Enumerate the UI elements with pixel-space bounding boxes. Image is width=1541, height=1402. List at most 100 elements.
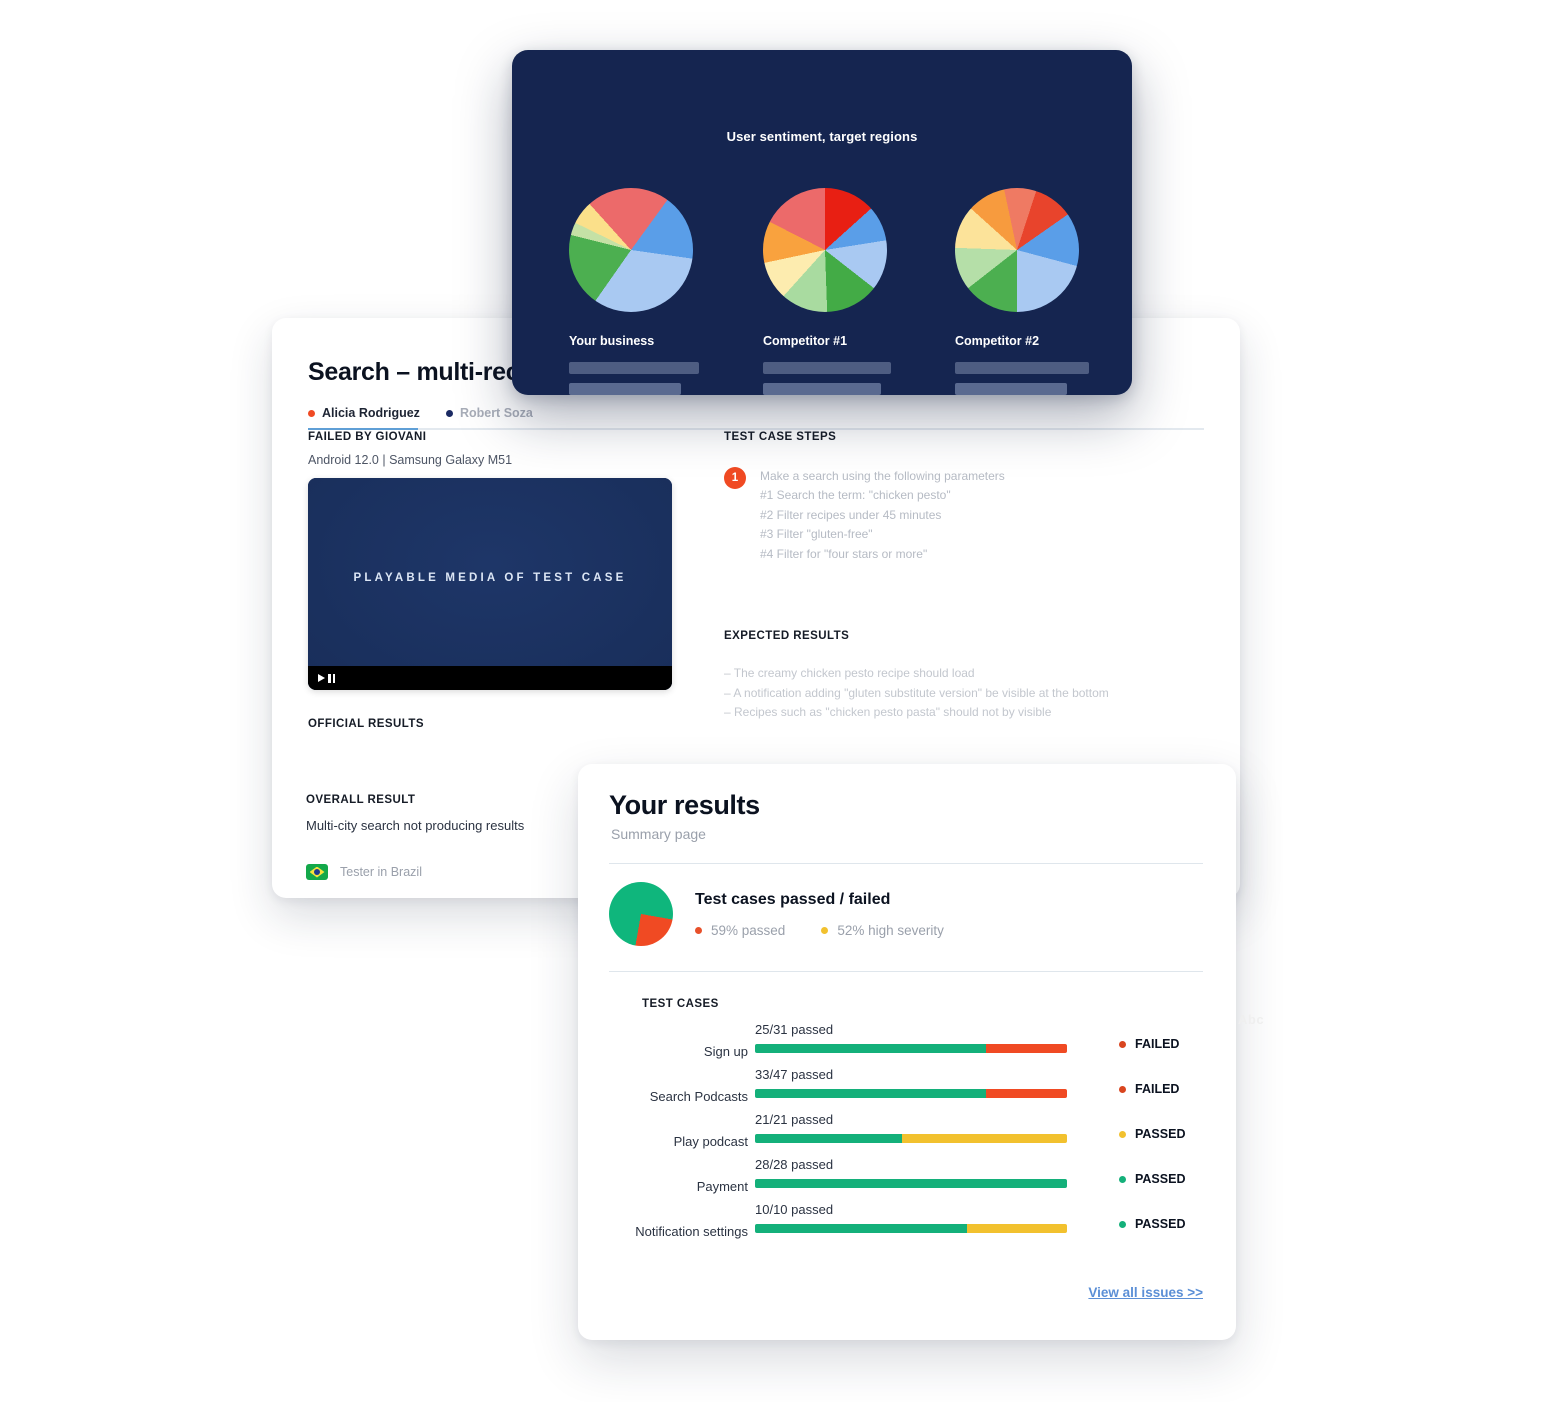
overall-result-section: OVERALL RESULT Multi-city search not pro… [306, 794, 524, 833]
row-name: Notification settings [635, 1224, 748, 1239]
row-name: Search Podcasts [649, 1089, 748, 1104]
step-line: #3 Filter "gluten-free" [760, 527, 873, 542]
divider [609, 971, 1203, 972]
step-lines: Make a search using the following parame… [760, 467, 1005, 564]
status-label: PASSED [1135, 1127, 1186, 1141]
expected-results-label: EXPECTED RESULTS [724, 630, 850, 643]
row-name: Sign up [703, 1044, 748, 1059]
legend-label: 59% passed [711, 922, 786, 938]
legend-item-passed: 59% passed [695, 923, 785, 938]
pie-chart-your-business [569, 188, 693, 312]
pie-column-your-business: Your business [569, 188, 759, 395]
bar-segment-passed [755, 1044, 986, 1053]
table-row[interactable]: 28/28 passed Payment PASSED [609, 1157, 1203, 1202]
row-count: 28/28 passed [755, 1157, 834, 1172]
status-label: FAILED [1135, 1082, 1180, 1096]
summary-heading: Test cases passed / failed [695, 890, 891, 908]
device-meta: Android 12.0 | Samsung Galaxy M51 [308, 453, 513, 467]
tab-label: Alicia Rodriguez [322, 406, 420, 420]
pause-icon[interactable] [328, 673, 335, 683]
tester-location: Tester in Brazil [340, 865, 422, 879]
summary-pie-chart [609, 882, 673, 946]
row-name: Play podcast [673, 1134, 748, 1149]
row-progress-bar [755, 1179, 1067, 1188]
bar-segment-passed [755, 1134, 902, 1143]
step-line: #4 Filter for "four stars or more" [760, 546, 928, 561]
row-count: 25/31 passed [755, 1022, 834, 1037]
table-row[interactable]: 10/10 passed Notification settings PASSE… [609, 1202, 1203, 1247]
media-player[interactable]: PLAYABLE MEDIA OF TEST CASE [308, 478, 672, 690]
test-cases-list: 25/31 passed Sign up FAILED 33/47 passed… [609, 1022, 1203, 1247]
pie-caption: Your business [569, 334, 655, 348]
bar-segment-failed [985, 1044, 1067, 1053]
placeholder-bar [569, 383, 681, 395]
official-results-section: OFFICIAL RESULTS [308, 718, 424, 730]
media-controls-bar[interactable] [308, 666, 672, 690]
tab-status-dot [445, 409, 453, 417]
summary-legend: 59% passed 52% high severity [695, 923, 944, 938]
failed-by-label: FAILED BY GIOVANI [308, 431, 427, 443]
test-case-steps-label: TEST CASE STEPS [724, 431, 837, 443]
step-line: Make a search using the following parame… [760, 469, 1005, 483]
bar-segment-passed [755, 1179, 1067, 1188]
results-subtitle: Summary page [611, 826, 706, 842]
row-count: 10/10 passed [755, 1202, 834, 1217]
tester-tabs: Alicia Rodriguez Robert Soza [308, 406, 533, 420]
analytics-title: User sentiment, target regions [726, 129, 918, 144]
pie-caption: Competitor #1 [763, 334, 848, 348]
status-badge: PASSED [1119, 1127, 1185, 1141]
table-row[interactable]: 21/21 passed Play podcast PASSED [609, 1112, 1203, 1157]
play-icon[interactable] [318, 674, 325, 682]
expected-results-section: EXPECTED RESULTS – The creamy chicken pe… [724, 630, 1204, 722]
expected-line: – Recipes such as "chicken pesto pasta" … [724, 705, 1052, 720]
tab-underline [308, 428, 1204, 430]
overall-result-label: OVERALL RESULT [306, 794, 416, 806]
step-line: #1 Search the term: "chicken pesto" [760, 488, 951, 503]
status-dot [1119, 1220, 1126, 1228]
test-cases-label: TEST CASES [642, 998, 719, 1010]
table-row[interactable]: 33/47 passed Search Podcasts FAILED [609, 1067, 1203, 1112]
step-number-badge: 1 [724, 467, 746, 489]
bar-segment-severity [901, 1134, 1067, 1143]
status-label: FAILED [1135, 1037, 1180, 1051]
test-case-step: 1 Make a search using the following para… [724, 467, 1204, 564]
expected-line: – A notification adding "gluten substitu… [724, 685, 1109, 700]
placeholder-bar [955, 383, 1067, 395]
row-progress-bar [755, 1089, 1067, 1098]
overall-result-text: Multi-city search not producing results [306, 818, 525, 833]
media-placeholder-label: PLAYABLE MEDIA OF TEST CASE [353, 572, 627, 584]
pie-column-competitor-2: Competitor #2 [955, 188, 1132, 395]
expected-line: – The creamy chicken pesto recipe should… [724, 666, 975, 681]
legend-dot [695, 926, 702, 934]
tab-robert-soza[interactable]: Robert Soza [445, 406, 533, 420]
summary-text-block: Test cases passed / failed 59% passed 52… [695, 891, 944, 938]
legend-item-high-severity: 52% high severity [821, 923, 944, 938]
failed-by-section: FAILED BY GIOVANI Android 12.0 | Samsung… [308, 431, 512, 467]
pie-chart-competitor-2 [955, 188, 1079, 312]
pie-column-competitor-1: Competitor #1 [763, 188, 953, 395]
tab-alicia-rodriguez[interactable]: Alicia Rodriguez [308, 406, 420, 420]
legend-dot [821, 926, 829, 934]
status-badge: FAILED [1119, 1037, 1179, 1051]
media-backdrop [308, 478, 672, 690]
table-row[interactable]: 25/31 passed Sign up FAILED [609, 1022, 1203, 1067]
status-dot [1119, 1085, 1126, 1093]
results-summary-card: Your results Summary page Test cases pas… [578, 764, 1236, 1340]
brazil-flag-icon [306, 864, 328, 880]
summary-row: Test cases passed / failed 59% passed 52… [609, 882, 944, 946]
status-badge: FAILED [1119, 1082, 1179, 1096]
detail-right-column: TEST CASE STEPS 1 Make a search using th… [724, 431, 1204, 818]
placeholder-bar [763, 383, 881, 395]
row-progress-bar [755, 1044, 1067, 1053]
bar-segment-passed [755, 1089, 986, 1098]
bar-segment-failed [985, 1089, 1067, 1098]
row-progress-bar [755, 1134, 1067, 1143]
ghost-watermark: Abc [1238, 1012, 1265, 1027]
tab-status-dot [308, 409, 315, 417]
official-results-label: OFFICIAL RESULTS [308, 718, 425, 730]
status-dot [1119, 1175, 1126, 1183]
legend-label: 52% high severity [837, 922, 944, 938]
view-all-issues-link[interactable]: View all issues >> [1088, 1285, 1203, 1300]
status-dot [1119, 1130, 1126, 1138]
tab-label: Robert Soza [459, 406, 533, 420]
